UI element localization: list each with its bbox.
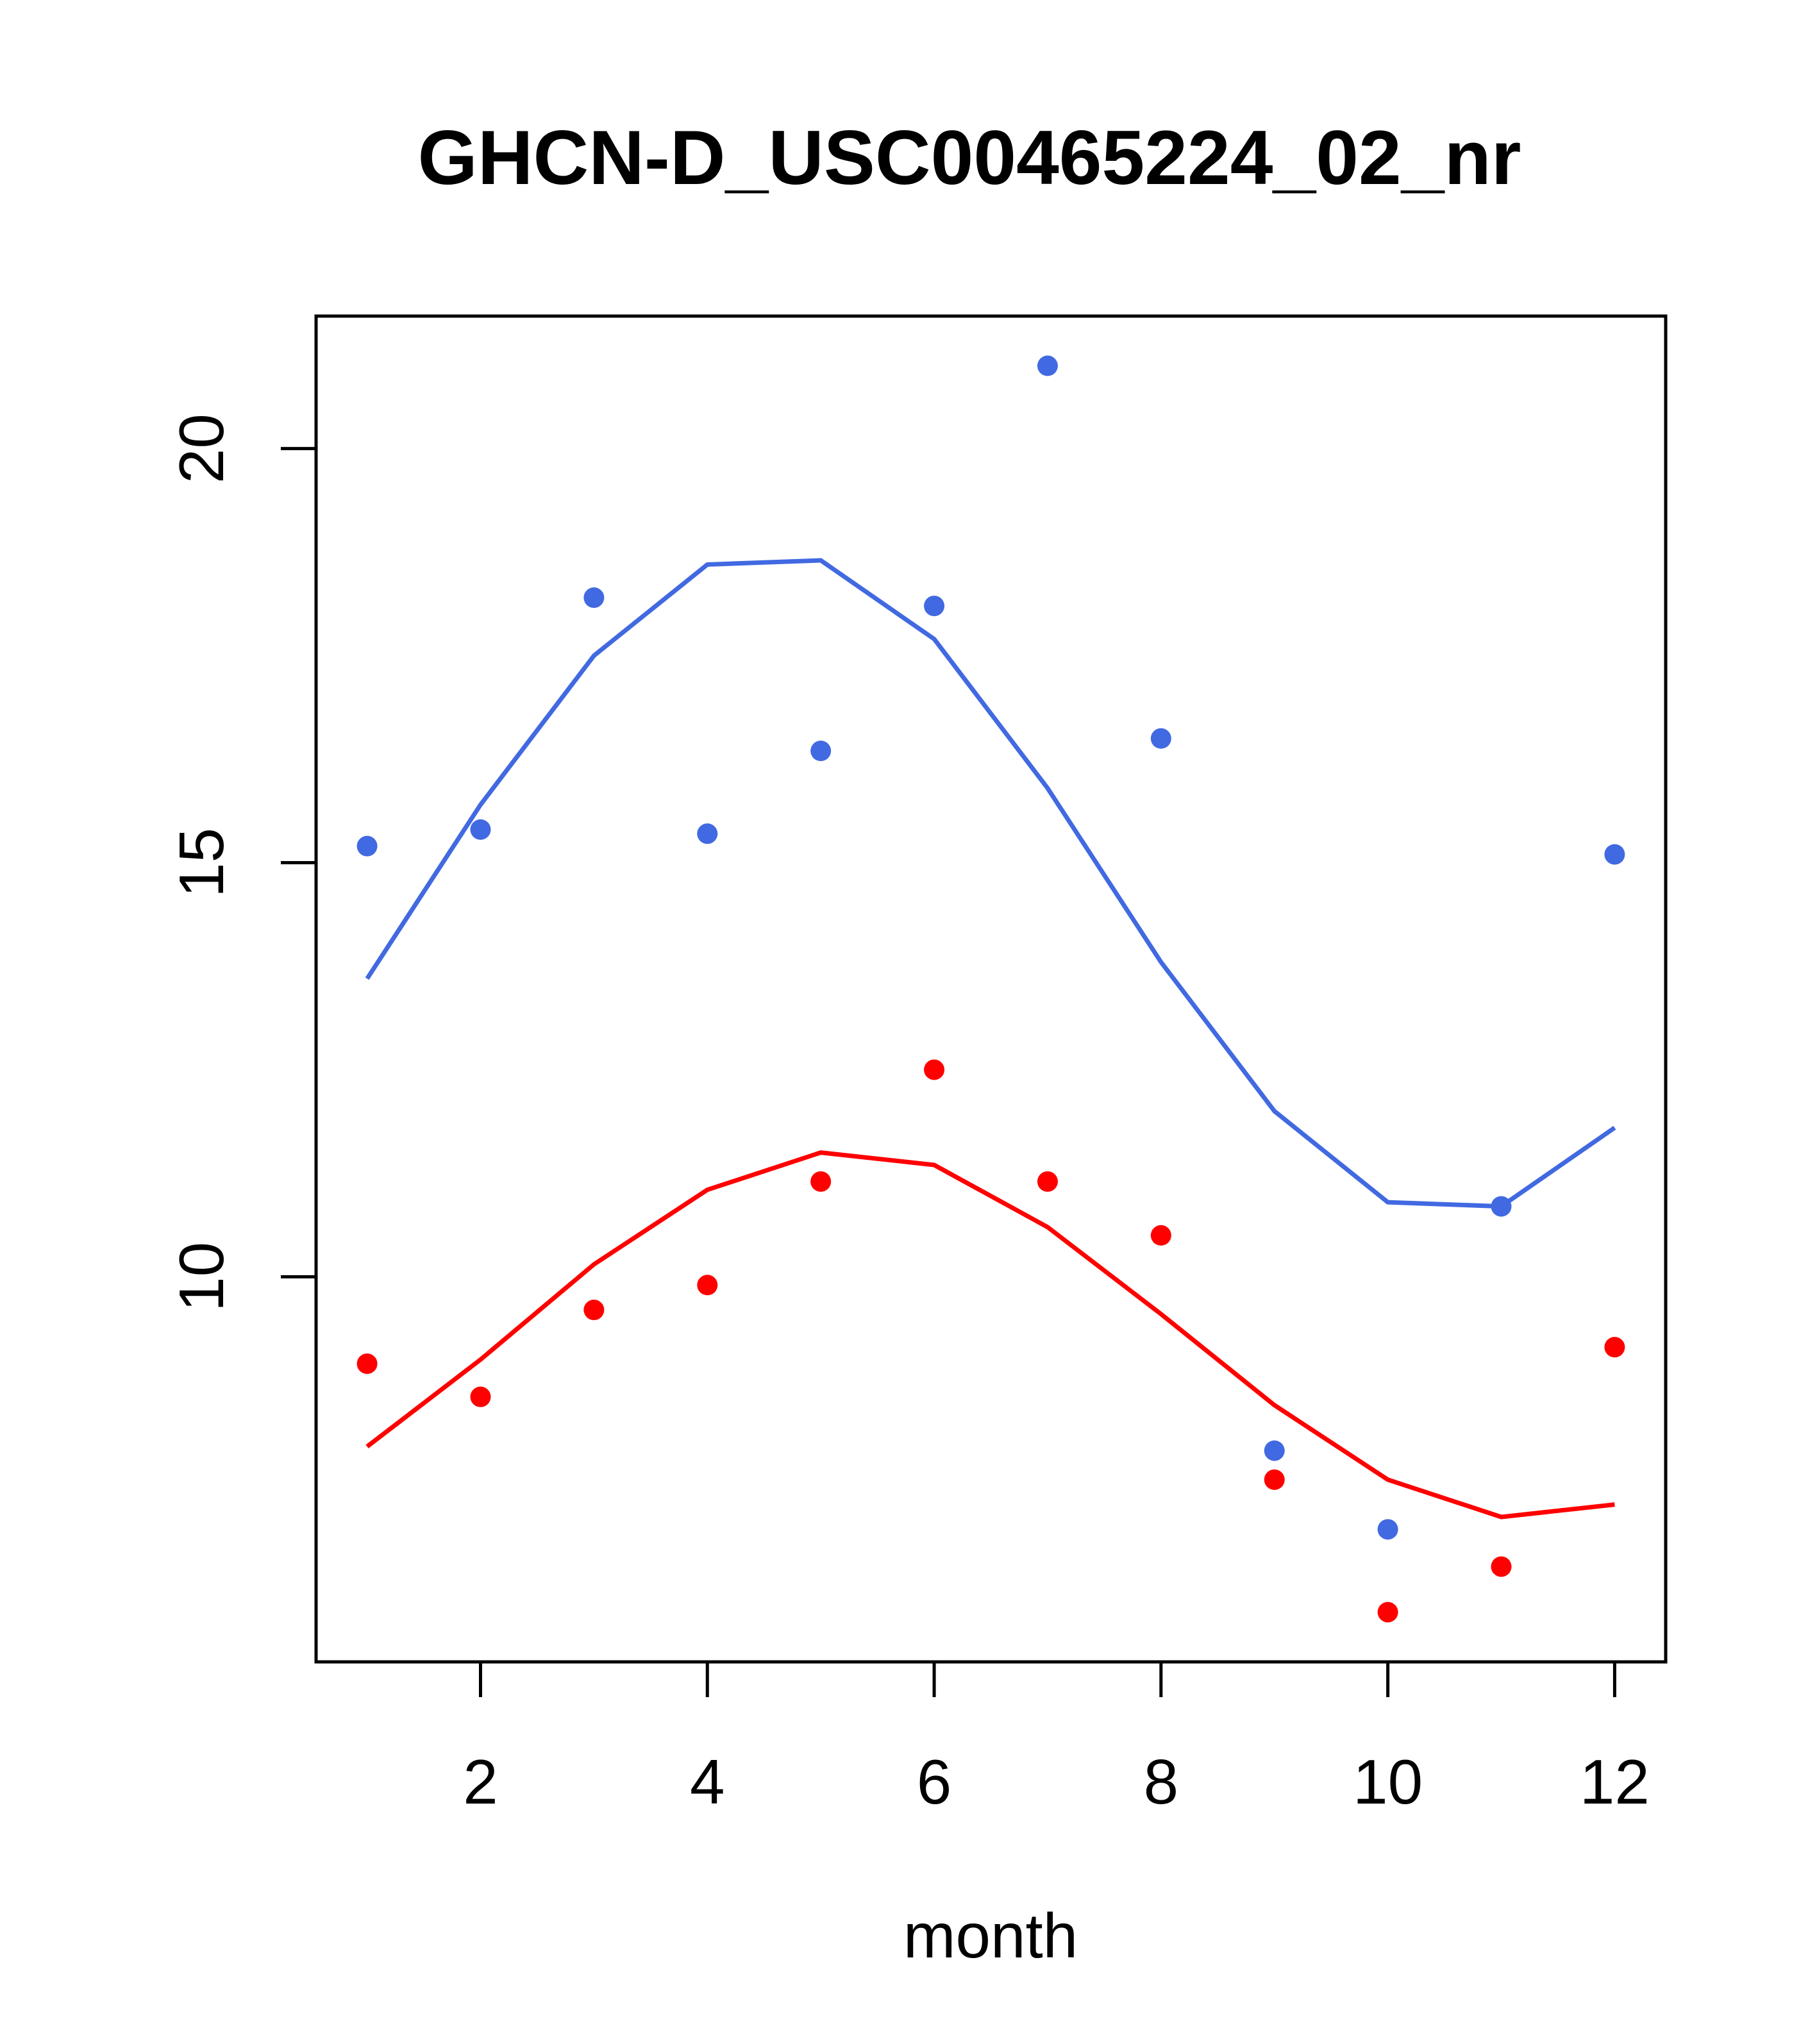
x-tick-label: 8: [1144, 1747, 1179, 1817]
data-point: [356, 1353, 378, 1374]
data-point: [924, 1059, 945, 1080]
series-line: [365, 1150, 1615, 1520]
y-tick-label: 10: [166, 1242, 237, 1312]
y-axis: 10 15 20: [166, 414, 316, 1312]
data-point: [1150, 1225, 1171, 1246]
y-tick-label: 20: [166, 414, 237, 483]
x-tick-label: 10: [1353, 1747, 1423, 1817]
data-point: [810, 1171, 832, 1192]
data-point: [924, 596, 945, 617]
data-point: [1491, 1556, 1512, 1577]
data-point: [1604, 844, 1625, 865]
data-point: [697, 823, 718, 844]
y-tick-label: 15: [166, 828, 237, 898]
data-point: [1264, 1440, 1285, 1461]
data-point: [1604, 1337, 1625, 1358]
x-axis: 2 4 6 8 10 12: [463, 1662, 1650, 1817]
plot-frame: [314, 314, 1668, 1664]
data-point: [810, 741, 832, 762]
series-layer: [356, 355, 1625, 1623]
data-point: [583, 1300, 605, 1321]
data-point: [470, 1386, 491, 1407]
data-point: [1491, 1196, 1512, 1217]
series-line: [365, 558, 1616, 1209]
data-point: [1037, 1171, 1058, 1192]
data-point: [1150, 728, 1171, 749]
x-tick-label: 4: [690, 1747, 725, 1817]
x-tick-label: 12: [1580, 1747, 1650, 1817]
x-tick-label: 2: [463, 1747, 498, 1817]
data-point: [470, 819, 491, 840]
data-point: [1377, 1519, 1398, 1540]
data-point: [1264, 1469, 1285, 1490]
data-point: [1037, 355, 1058, 376]
x-tick-label: 6: [917, 1747, 952, 1817]
data-point: [1377, 1602, 1398, 1623]
chart-title: GHCN-D_USC00465224_02_nr: [418, 115, 1521, 201]
data-point: [697, 1275, 718, 1296]
data-point: [356, 835, 378, 857]
x-axis-label: month: [903, 1900, 1078, 1971]
data-point: [583, 587, 605, 608]
